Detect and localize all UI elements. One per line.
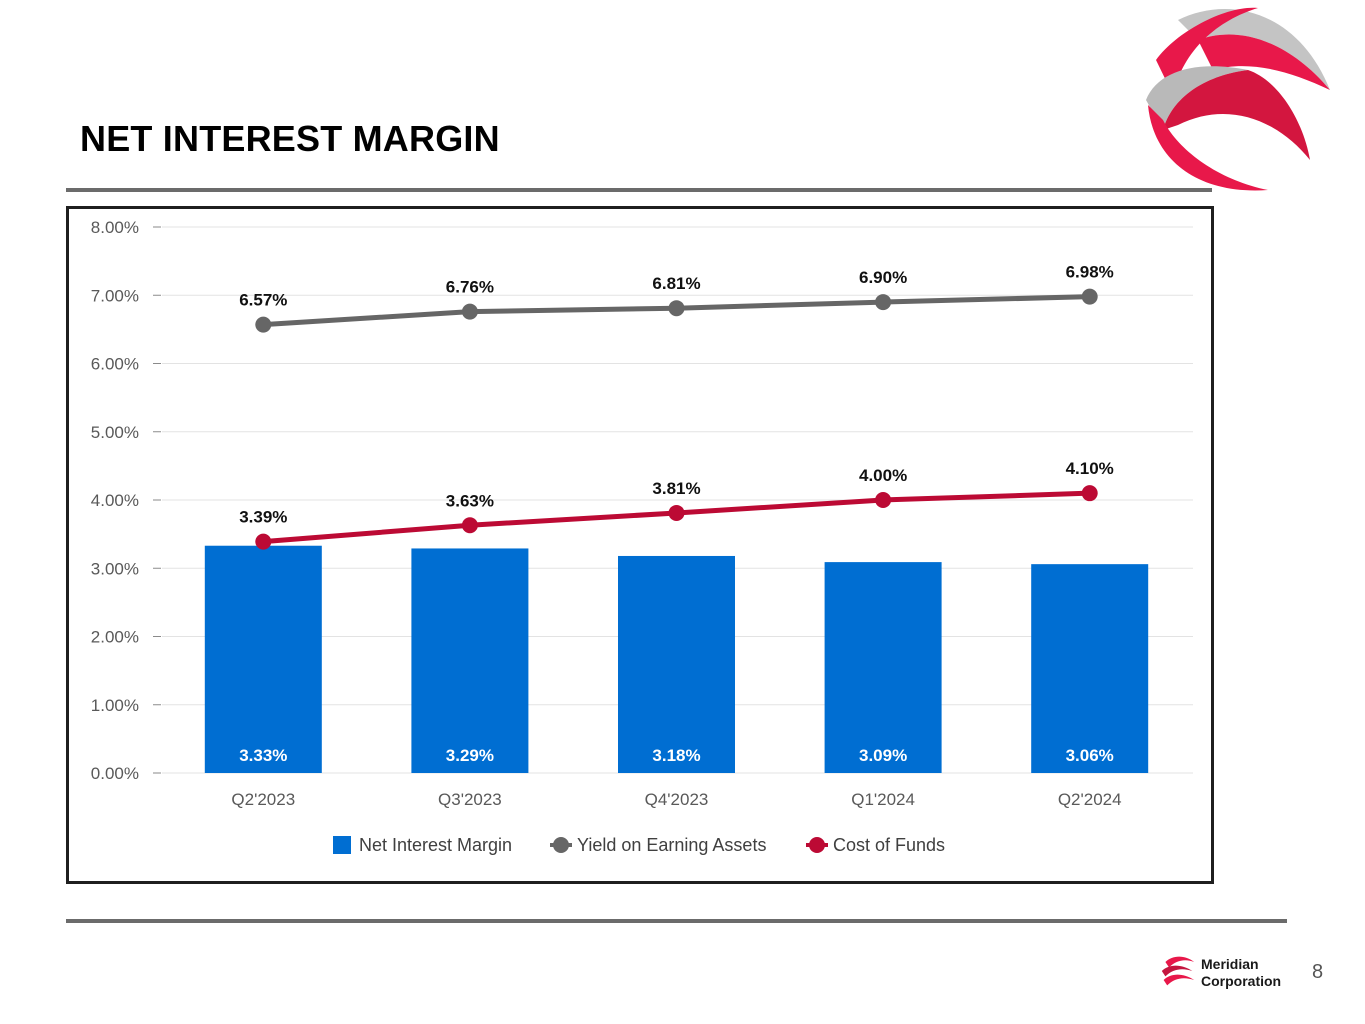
legend-label: Yield on Earning Assets [577,835,766,855]
legend-label: Cost of Funds [833,835,945,855]
yield-data-label: 6.81% [652,274,700,293]
bar-data-label: 3.33% [239,746,287,765]
x-tick-label: Q2'2024 [1058,790,1122,809]
yield-point [461,303,478,320]
bar-Q2'2023 [204,545,322,773]
yield-data-label: 6.76% [446,278,494,297]
yield-point [255,316,272,333]
cost-of-funds-data-label: 4.10% [1066,459,1114,478]
x-tick-label: Q2'2023 [231,790,295,809]
cost-of-funds-point [668,504,685,521]
cost-of-funds-data-label: 3.63% [446,491,494,510]
bar-data-label: 3.18% [652,746,700,765]
yield-point [668,300,685,317]
y-tick-label: 7.00% [91,286,139,305]
cost-of-funds-data-label: 3.39% [239,508,287,527]
bar-data-label: 3.09% [859,746,907,765]
legend-swatch-net-interest-margin [333,836,351,854]
brand-line-2: Corporation [1201,973,1282,989]
bar-Q2'2024 [1031,564,1149,773]
bottom-divider [66,919,1287,923]
bar-Q4'2023 [618,555,735,773]
brand-line-1: Meridian [1201,956,1259,972]
y-tick-label: 3.00% [91,559,139,578]
bar-data-label: 3.06% [1066,746,1114,765]
y-tick-label: 0.00% [91,764,139,783]
cost-of-funds-data-label: 3.81% [652,479,700,498]
cost-of-funds-point [875,492,892,508]
legend-label: Net Interest Margin [359,835,512,855]
y-tick-label: 5.00% [91,423,139,442]
legend-marker-cost [809,837,825,853]
chart-frame: 0.00% 1.00% 2.00% 3.00% 4.00% 5.00% 6.00% 7.00%… [66,206,1214,884]
net-interest-margin-chart: 0.00% 1.00% 2.00% 3.00% 4.00% 5.00% 6.00% 7.00%… [91,218,1193,855]
bar-Q1'2024 [824,562,942,773]
cost-of-funds-point [1081,485,1098,502]
page-title: NET INTEREST MARGIN [80,118,500,159]
meridian-footer-logo-icon [1161,956,1195,986]
top-divider [66,188,1212,192]
yield-data-label: 6.57% [239,291,287,310]
meridian-logo-icon [1146,7,1330,191]
yield-data-label: 6.90% [859,268,907,287]
brand-name: Meridian Corporation [1201,956,1281,990]
yield-data-label: 6.98% [1066,263,1114,282]
cost-of-funds-point [255,533,272,550]
yield-point [875,294,892,311]
y-tick-label: 1.00% [91,696,139,715]
y-tick-label: 6.00% [91,355,139,374]
x-tick-label: Q3'2023 [438,790,502,809]
y-tick-label: 4.00% [91,491,139,510]
cost-of-funds-point [461,517,478,534]
y-tick-label: 2.00% [91,628,139,647]
x-tick-label: Q4'2023 [645,790,709,809]
page-number: 8 [1312,961,1324,983]
bar-data-label: 3.29% [446,746,494,765]
legend-marker-yield [553,837,569,853]
y-tick-label: 8.00% [91,218,139,237]
x-tick-label: Q1'2024 [851,790,915,809]
cost-of-funds-data-label: 4.00% [859,466,907,485]
yield-point [1081,288,1098,305]
bar-Q3'2023 [411,548,529,773]
